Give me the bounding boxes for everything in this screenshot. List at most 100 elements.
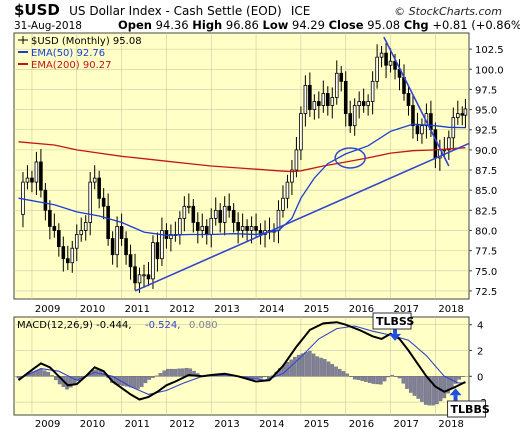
price-x-tick-label: 2013 <box>214 304 239 315</box>
price-candle <box>366 94 370 116</box>
histogram-bar <box>50 375 54 377</box>
symbol-code: $USD <box>14 1 60 19</box>
price-candle <box>388 48 393 73</box>
histogram-bar <box>435 376 439 405</box>
candle-body <box>456 113 460 119</box>
histogram-bar <box>446 376 450 394</box>
histogram-bar <box>364 376 368 382</box>
price-candle <box>361 88 366 113</box>
macd-y-tick-label: 2 <box>477 347 483 358</box>
histogram-bar <box>319 357 323 377</box>
candle-body <box>115 226 119 256</box>
symbol-title: $USD US Dollar Index - Cash Settle (EOD)… <box>14 1 310 19</box>
candle-body <box>178 217 182 235</box>
price-candle <box>312 94 317 120</box>
candle-body <box>334 72 339 98</box>
candle-body <box>124 238 128 256</box>
price-panel: 72.5 75.0 77.5 80.0 82.5 85.0 87.5 90.0 92.5 95.0… <box>13 32 504 315</box>
price-candle <box>61 236 66 272</box>
histogram-bar <box>326 361 331 377</box>
histogram-bar <box>162 370 166 377</box>
price-candle <box>34 151 39 196</box>
price-candle <box>133 253 137 291</box>
candle-body <box>48 209 52 227</box>
trendline <box>134 142 469 292</box>
candle-body <box>254 226 258 231</box>
candle-body <box>317 101 321 106</box>
candle-body <box>83 222 88 231</box>
candle-body <box>133 266 137 284</box>
price-candle <box>92 165 97 190</box>
price-candle <box>74 224 79 262</box>
histogram-bar <box>408 376 413 393</box>
histogram-bar <box>375 376 379 385</box>
macd-legend-label: MACD(12,26,9) -0.444, <box>17 320 132 331</box>
price-y-tick-label: 100.0 <box>475 65 504 76</box>
price-candle <box>66 245 70 270</box>
macd-x-tick-label: 2011 <box>125 419 150 429</box>
macd-annotation: TLBBS <box>447 388 490 418</box>
chart-date: 31-Aug-2018 <box>14 20 82 32</box>
price-candle <box>97 170 101 209</box>
price-candle <box>191 199 196 233</box>
macd-x-tick-label: 2014 <box>259 419 284 429</box>
histogram-bar <box>405 376 409 389</box>
candle-body <box>52 226 57 231</box>
histogram-bar <box>151 376 155 378</box>
price-y-tick-label: 102.5 <box>475 45 504 56</box>
symbol-description: US Dollar Index - Cash Settle (EOD) <box>69 4 282 18</box>
histogram-bar <box>341 371 346 377</box>
candle-body <box>43 189 48 211</box>
price-candle <box>160 217 164 266</box>
macd-x-tick-label: 2010 <box>80 419 105 429</box>
price-candle <box>406 86 411 116</box>
open-label: Open <box>118 18 152 32</box>
price-candle <box>411 95 415 139</box>
histogram-bar <box>296 354 301 377</box>
ohlc-summary: Open 94.36 High 96.86 Low 94.29 Close 95… <box>118 18 520 32</box>
price-candle <box>415 112 420 142</box>
histogram-bar <box>132 376 137 389</box>
candle-body <box>415 125 420 135</box>
macd-x-tick-label: 2015 <box>304 419 329 429</box>
macd-annotation: TLBSS <box>372 312 414 341</box>
candle-body <box>218 209 222 223</box>
candle-body <box>393 60 397 70</box>
histogram-bar <box>143 376 148 384</box>
candle-body <box>370 80 375 102</box>
price-candle <box>357 91 361 119</box>
price-candle <box>379 45 384 68</box>
macd-y-tick-label: 4 <box>477 321 483 332</box>
histogram-bar <box>330 364 335 377</box>
price-x-tick-label: 2012 <box>169 304 194 315</box>
macd-x-tick-label: 2017 <box>394 419 419 429</box>
low-value: 94.29 <box>292 18 325 32</box>
candle-body <box>227 205 231 211</box>
macd-panel-bg <box>13 316 470 416</box>
price-candle <box>83 215 88 241</box>
histogram-bar <box>382 376 387 382</box>
price-x-tick-label: 2017 <box>394 304 419 315</box>
low-label: Low <box>262 18 289 32</box>
price-candle <box>285 174 290 209</box>
histogram-bar <box>371 376 376 384</box>
histogram-bar <box>401 376 406 384</box>
price-candle <box>128 244 133 280</box>
candle-body <box>447 137 451 151</box>
price-candle <box>146 261 151 287</box>
macd-legend: MACD(12,26,9) -0.444, -0.524, 0.080 <box>17 320 218 331</box>
price-candle <box>79 217 84 242</box>
candle-body <box>357 101 361 106</box>
annotation-label: TLBSS <box>376 315 414 328</box>
histogram-bar <box>166 368 170 377</box>
histogram-bar <box>304 352 308 377</box>
candle-body <box>160 230 164 260</box>
candle-body <box>88 181 92 223</box>
price-candle <box>330 87 335 119</box>
price-candle <box>303 75 308 127</box>
price-plot <box>18 36 469 293</box>
candle-body <box>281 197 285 211</box>
candle-body <box>343 80 348 115</box>
price-y-tick-label: 72.5 <box>475 287 497 298</box>
candle-body <box>352 105 357 127</box>
